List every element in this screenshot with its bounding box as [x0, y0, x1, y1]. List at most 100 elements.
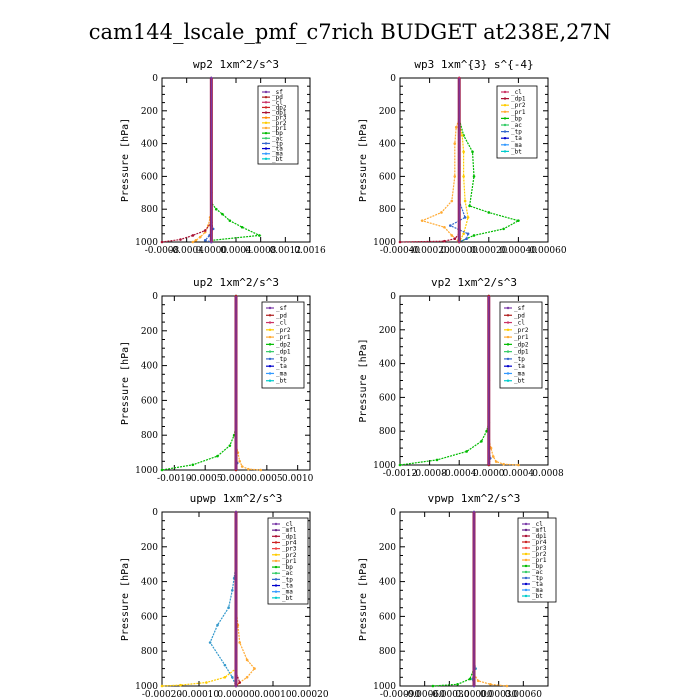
legend-entry: _pr4 [532, 539, 547, 546]
panel-title: upwp 1xm^2/s^3 [190, 492, 283, 505]
panel-title: wp3 1xm^{3} s^{-4} [414, 58, 533, 71]
legend-marker [274, 541, 278, 544]
legend-entry: _pr2 [282, 552, 297, 559]
legend-entry: _sf [272, 89, 283, 96]
data-point [223, 663, 227, 667]
data-point [238, 460, 241, 463]
legend-entry: _cl [511, 89, 522, 96]
legend-entry: _pr2 [276, 327, 291, 334]
panel-title: vpwp 1xm^2/s^3 [428, 492, 521, 505]
data-point [228, 219, 232, 222]
data-point [247, 467, 250, 471]
legend-marker [506, 357, 510, 361]
legend-marker [524, 582, 528, 586]
legend-entry: _tp [276, 356, 287, 363]
data-point [471, 150, 474, 154]
legend-entry: _ma [532, 587, 543, 594]
legend-marker [506, 335, 510, 339]
data-point [214, 207, 218, 211]
x-tick-label: 0.0000 [196, 246, 228, 256]
legend-entry: _bp [511, 115, 522, 122]
legend-marker [524, 570, 528, 574]
data-point [179, 683, 182, 687]
legend-entry: _dp1 [272, 110, 287, 117]
data-point [253, 667, 256, 670]
data-point [398, 463, 402, 467]
legend-entry: _ma [276, 370, 287, 377]
legend-entry: _pr4 [282, 539, 297, 546]
x-tick-label: 0.0008 [532, 469, 564, 479]
y-axis-label: Pressure [hPa] [358, 118, 369, 202]
legend-entry: _ac [272, 135, 283, 142]
y-tick-label: 400 [379, 360, 396, 370]
y-tick-label: 1000 [135, 682, 158, 692]
data-point [472, 234, 476, 237]
legend-marker [506, 321, 510, 324]
data-point [465, 450, 468, 453]
legend-marker [264, 111, 268, 114]
x-tick-label: -0.0005 [188, 474, 223, 484]
data-point [443, 239, 446, 243]
panel-title: up2 1xm^2/s^3 [193, 276, 279, 289]
x-tick-label: 0.00060 [529, 246, 566, 256]
legend-entry: _pd [276, 312, 287, 319]
y-tick-label: 600 [379, 172, 396, 182]
legend-entry: _ta [282, 583, 293, 590]
data-point [494, 460, 498, 463]
legend-marker [268, 357, 272, 361]
data-point [240, 225, 244, 229]
legend-entry: _ta [511, 135, 522, 142]
legend-marker [268, 321, 272, 324]
panel-title: wp2 1xm^2/s^3 [193, 58, 279, 71]
x-tick-label: 0.0004 [503, 469, 535, 479]
legend-entry: _tp [282, 576, 293, 583]
data-point [160, 240, 164, 244]
series-line-pr1 [192, 78, 212, 243]
data-point [440, 211, 443, 214]
legend-marker [274, 578, 278, 581]
y-axis-label: Pressure [hPa] [358, 557, 369, 641]
data-point [502, 462, 505, 466]
legend-marker [268, 372, 272, 375]
x-tick-label: 0.00020 [291, 690, 328, 700]
y-tick-label: 600 [141, 396, 158, 406]
legend-entry: _ma [272, 151, 283, 158]
legend-marker [503, 123, 507, 127]
legend-marker [506, 328, 510, 332]
data-point [240, 465, 244, 468]
x-tick-label: -0.00010 [179, 690, 220, 700]
legend-entry: _bp [532, 563, 543, 570]
data-point [238, 641, 241, 644]
legend-marker [274, 528, 278, 532]
legend-entry: _cl [514, 320, 525, 327]
data-point [505, 684, 509, 688]
legend-entry: _pr3 [532, 545, 547, 552]
data-point [398, 240, 402, 244]
y-tick-label: 0 [152, 508, 158, 518]
legend-entry: _ma [511, 142, 522, 149]
legend-marker [264, 131, 268, 135]
legend-entry: _dp1 [532, 533, 547, 540]
legend-marker [506, 364, 510, 368]
series-line-pr1 [235, 512, 256, 687]
data-point [191, 240, 195, 244]
x-tick-label: 0.0010 [282, 474, 314, 484]
series-line-dp1 [235, 512, 241, 687]
series-line-pr1 [420, 78, 460, 243]
x-tick-label: -0.00030 [429, 690, 470, 700]
legend-entry: _pd [272, 94, 283, 101]
series-line-dp2 [399, 296, 490, 466]
legend-marker [268, 306, 272, 310]
legend-entry: _pr1 [282, 558, 297, 565]
legend-entry: _pr1 [511, 109, 526, 116]
data-point [227, 606, 230, 609]
legend-entry: _pr2 [511, 102, 526, 109]
panel-title: vp2 1xm^2/s^3 [431, 276, 517, 289]
y-tick-label: 600 [141, 612, 158, 622]
legend-marker [268, 335, 272, 339]
legend-entry: _cl [282, 521, 293, 528]
x-tick-label: 0.0005 [251, 474, 283, 484]
x-tick-label: 0.0000 [473, 469, 505, 479]
x-tick-label: 0.00040 [500, 246, 537, 256]
